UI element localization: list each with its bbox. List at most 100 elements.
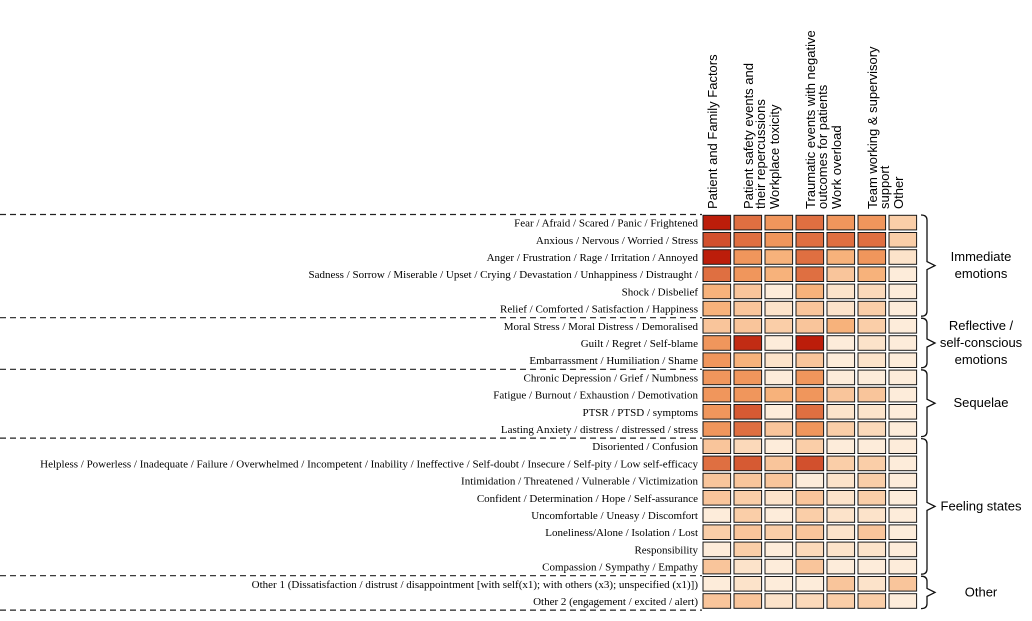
group-bracket (920, 437, 937, 575)
heatmap-cell (826, 593, 856, 609)
heatmap-cell (733, 386, 763, 403)
heatmap-cell (857, 352, 887, 368)
heatmap-cell (826, 455, 856, 472)
heatmap-cell (888, 352, 918, 368)
heatmap-cell (826, 472, 856, 489)
heatmap-cell (826, 232, 856, 248)
heatmap-cell (764, 335, 794, 351)
heatmap-cell (888, 490, 918, 506)
heatmap-cell (764, 455, 794, 472)
heatmap-cell (795, 266, 825, 282)
heatmap-cell (702, 593, 732, 609)
heatmap-cell (702, 369, 732, 386)
group-label: Immediate emotions (951, 249, 1012, 281)
column-label: Traumatic events with negativeoutcomes f… (803, 30, 830, 209)
group-bracket (920, 575, 937, 610)
heatmap-cell (826, 369, 856, 386)
heatmap-cell (795, 507, 825, 523)
row-label: Anger / Frustration / Rage / Irritation … (487, 252, 699, 264)
column-labels: Patient and Family Factors Patient safety… (705, 30, 906, 209)
heatmap-cell (795, 249, 825, 265)
heatmap-cell (826, 386, 856, 403)
heatmap-cell (888, 214, 918, 231)
heatmap-cell (733, 283, 763, 300)
heatmap-cell (733, 421, 763, 437)
heatmap-cell (826, 404, 856, 420)
heatmap-cell (702, 300, 732, 317)
heatmap-cell (764, 558, 794, 575)
heatmap-cell (826, 352, 856, 368)
heatmap-cell (857, 404, 887, 420)
heatmap-cell (826, 438, 856, 454)
heatmap-cell (857, 283, 887, 300)
heatmap-cell (733, 404, 763, 420)
row-label: Responsibility (634, 544, 698, 556)
heatmap-cell (764, 266, 794, 282)
heatmap-cell (857, 300, 887, 317)
heatmap-cell (795, 472, 825, 489)
heatmap-cell (888, 283, 918, 300)
heatmap-cell (795, 386, 825, 403)
heatmap-cell (888, 558, 918, 575)
heatmap-cell (888, 507, 918, 523)
heatmap-cell (795, 318, 825, 334)
group-bracket (920, 214, 937, 317)
group-label: Other (965, 584, 998, 599)
row-label: Sadness / Sorrow / Miserable / Upset / C… (308, 269, 698, 281)
heatmap-cell (826, 283, 856, 300)
column-label: Patient safety events andtheir repercuss… (741, 63, 768, 209)
heatmap-cell (702, 232, 732, 248)
heatmap-cell (795, 369, 825, 386)
heatmap-cell (857, 249, 887, 265)
row-label: Other 1 (Dissatisfaction / distrust / di… (252, 579, 699, 591)
heatmap-cell (826, 490, 856, 506)
heatmap-cell (702, 541, 732, 558)
heatmap-cell (733, 232, 763, 248)
heatmap-cell (888, 576, 918, 592)
heatmap-cell (826, 524, 856, 541)
heatmap-cell (764, 490, 794, 506)
heatmap-cell (795, 214, 825, 231)
heatmap-cell (795, 421, 825, 437)
heatmap-cell (764, 541, 794, 558)
heatmap-cell (764, 421, 794, 437)
heatmap-cell (795, 455, 825, 472)
heatmap-cell (857, 507, 887, 523)
group-label: Reflective / self-conscious emotions (940, 318, 1023, 367)
heatmap-cell (733, 472, 763, 489)
heatmap-cell (764, 524, 794, 541)
heatmap-cell (857, 490, 887, 506)
heatmap-cell (888, 266, 918, 282)
heatmap-cell (702, 335, 732, 351)
heatmap-cell (764, 404, 794, 420)
row-label: Intimidation / Threatened / Vulnerable /… (461, 476, 698, 488)
heatmap-cell (764, 352, 794, 368)
heatmap-cell (764, 386, 794, 403)
heatmap-cell (795, 352, 825, 368)
row-label: Other 2 (engagement / excited / alert) (533, 596, 698, 608)
heatmap-cell (888, 421, 918, 437)
heatmap-cell (702, 249, 732, 265)
heatmap-cell (702, 318, 732, 334)
heatmap-cell (826, 507, 856, 523)
heatmap-cell (888, 593, 918, 609)
heatmap-cell (764, 472, 794, 489)
heatmap-cell (857, 455, 887, 472)
heatmap-cell (888, 524, 918, 541)
heatmap-cells (702, 214, 918, 609)
heatmap-cell (764, 507, 794, 523)
row-label: Chronic Depression / Grief / Numbness (524, 372, 698, 384)
group-separators (0, 213, 702, 611)
heatmap-cell (795, 283, 825, 300)
heatmap-cell (702, 524, 732, 541)
heatmap-cell (733, 214, 763, 231)
heatmap-cell (795, 490, 825, 506)
heatmap-cell (826, 576, 856, 592)
column-label: Other (891, 176, 906, 209)
heatmap-cell (888, 438, 918, 454)
heatmap-cell (857, 593, 887, 609)
heatmap-cell (857, 369, 887, 386)
heatmap-cell (795, 404, 825, 420)
heatmap-cell (857, 386, 887, 403)
heatmap-cell (733, 490, 763, 506)
